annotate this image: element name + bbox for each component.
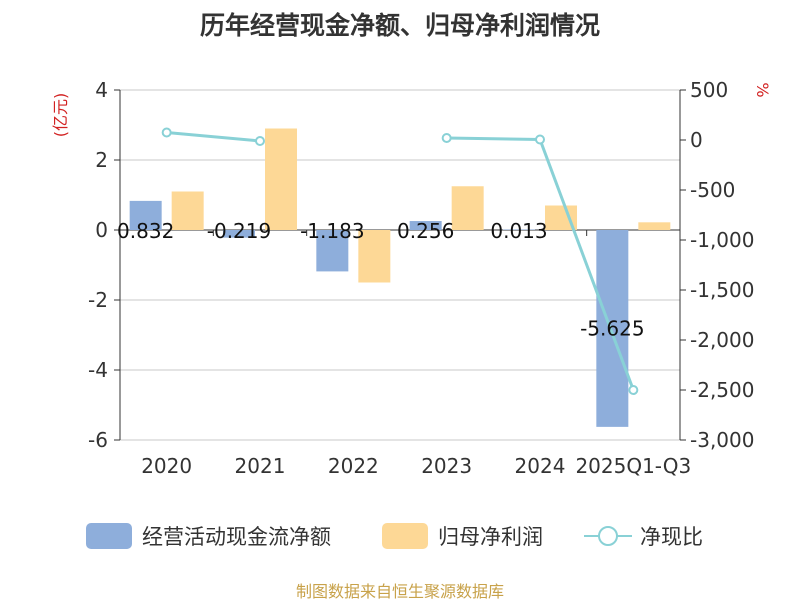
- left-tick-label-4: -4: [88, 358, 108, 382]
- ratio-line-segment-0: [167, 133, 260, 142]
- legend-item-cashflow[interactable]: 经营活动现金流净额: [86, 516, 331, 556]
- right-tick-label-2: -500: [690, 178, 735, 202]
- data-label-cashflow-1: -0.219: [207, 219, 271, 243]
- category-label-2: 2022: [328, 454, 379, 478]
- ratio-point-0: [163, 129, 171, 137]
- right-tick-label-0: 500: [690, 78, 728, 102]
- right-tick-label-3: -1,000: [690, 228, 754, 252]
- right-tick-label-4: -1,500: [690, 278, 754, 302]
- category-label-1: 2021: [235, 454, 286, 478]
- left-tick-label-0: 4: [95, 78, 108, 102]
- ratio-point-1: [256, 137, 264, 145]
- bar-net-profit-1: [265, 129, 297, 231]
- legend-swatch-cashflow: [86, 523, 132, 549]
- category-label-4: 2024: [515, 454, 566, 478]
- bar-net-profit-0: [172, 192, 204, 231]
- data-label-cashflow-0: 0.832: [117, 219, 174, 243]
- source-note: 制图数据来自恒生聚源数据库: [0, 578, 800, 602]
- bar-net-profit-5: [638, 222, 670, 230]
- legend-label-ratio: 净现比: [640, 521, 703, 551]
- legend-swatch-net-profit: [382, 523, 428, 549]
- category-label-0: 2020: [141, 454, 192, 478]
- legend-label-cashflow: 经营活动现金流净额: [142, 521, 331, 551]
- ratio-point-3: [443, 134, 451, 142]
- legend-item-net-profit[interactable]: 归母净利润: [382, 516, 543, 556]
- ratio-point-5: [629, 386, 637, 394]
- bar-net-profit-3: [452, 186, 484, 230]
- left-tick-label-5: -6: [88, 428, 108, 452]
- data-label-cashflow-3: 0.256: [397, 219, 454, 243]
- right-tick-label-7: -3,000: [690, 428, 754, 452]
- left-tick-label-1: 2: [95, 148, 108, 172]
- legend-line-ratio: [584, 523, 632, 549]
- left-axis-label: (亿元): [51, 93, 70, 138]
- category-label-3: 2023: [421, 454, 472, 478]
- right-axis-label: %: [753, 82, 772, 97]
- chart-legend: 经营活动现金流净额 归母净利润 净现比: [0, 516, 800, 556]
- ratio-point-4: [536, 136, 544, 144]
- data-label-cashflow-2: -1.183: [300, 219, 364, 243]
- right-tick-label-1: 0: [690, 128, 703, 152]
- left-tick-label-2: 0: [95, 218, 108, 242]
- data-label-cashflow-5: -5.625: [580, 316, 644, 340]
- right-tick-label-6: -2,500: [690, 378, 754, 402]
- right-tick-label-5: -2,000: [690, 328, 754, 352]
- legend-label-net-profit: 归母净利润: [438, 521, 543, 551]
- data-label-cashflow-4: 0.013: [490, 219, 547, 243]
- left-tick-label-3: -2: [88, 288, 108, 312]
- category-label-5: 2025Q1-Q3: [575, 454, 691, 478]
- legend-item-ratio[interactable]: 净现比: [584, 516, 703, 556]
